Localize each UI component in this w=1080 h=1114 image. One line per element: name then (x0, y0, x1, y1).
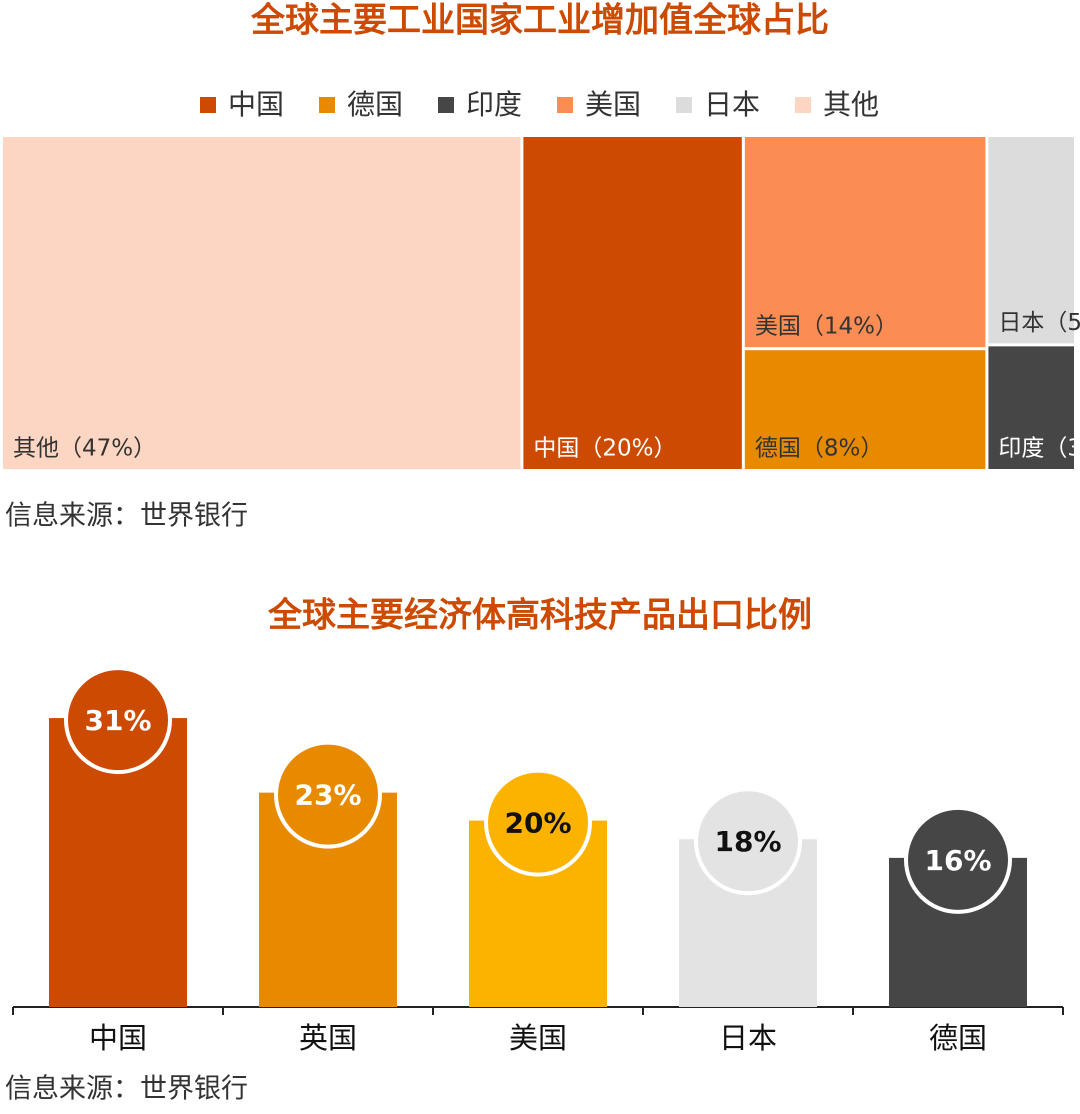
treemap-cell (988, 137, 1074, 344)
x-tick-label: 中国 (89, 1021, 147, 1055)
value-badge (274, 740, 382, 849)
chart-title: 全球主要工业国家工业增加值全球占比 (250, 1, 829, 41)
source: 信息来源：世界银行 (5, 1074, 248, 1105)
legend-swatch (676, 97, 692, 113)
value-badge (694, 787, 802, 896)
legend-label: 中国 (228, 88, 284, 121)
legend-swatch (557, 97, 573, 113)
legend-label: 日本 (704, 88, 760, 121)
legend-swatch (319, 97, 335, 113)
legend-label: 印度 (466, 88, 522, 121)
treemap-cell (744, 137, 986, 348)
treemap-cell (744, 350, 986, 469)
cell-label: 日本（5%） (998, 310, 1080, 336)
value-label: 23% (294, 779, 361, 812)
legend-swatch (438, 97, 454, 113)
legend-swatch (200, 97, 216, 113)
legend-label: 其他 (823, 88, 879, 121)
legend-label: 美国 (585, 88, 641, 121)
chart-title: 全球主要经济体高科技产品出口比例 (267, 596, 812, 636)
cell-label: 中国（20%） (533, 436, 676, 462)
x-tick-label: 德国 (929, 1021, 987, 1055)
x-tick-label: 美国 (509, 1021, 567, 1055)
value-label: 18% (714, 825, 781, 858)
value-badge (904, 805, 1012, 914)
source: 信息来源：世界银行 (5, 501, 248, 532)
legend-label: 德国 (347, 88, 403, 121)
treemap-cell (523, 137, 742, 469)
treemap-cell (3, 137, 521, 469)
cell-label: 美国（14%） (755, 314, 898, 340)
value-badge (484, 768, 592, 877)
x-tick-label: 英国 (299, 1021, 357, 1055)
value-label: 31% (84, 704, 151, 737)
value-badge (64, 666, 172, 775)
cell-label: 印度（3%） (998, 436, 1080, 462)
treemap-cell (988, 346, 1074, 469)
legend-swatch (795, 97, 811, 113)
cell-label: 其他（47%） (13, 436, 156, 462)
x-tick-label: 日本 (719, 1021, 777, 1055)
value-label: 20% (504, 807, 571, 840)
cell-label: 德国（8%） (755, 436, 884, 462)
value-label: 16% (924, 844, 991, 877)
